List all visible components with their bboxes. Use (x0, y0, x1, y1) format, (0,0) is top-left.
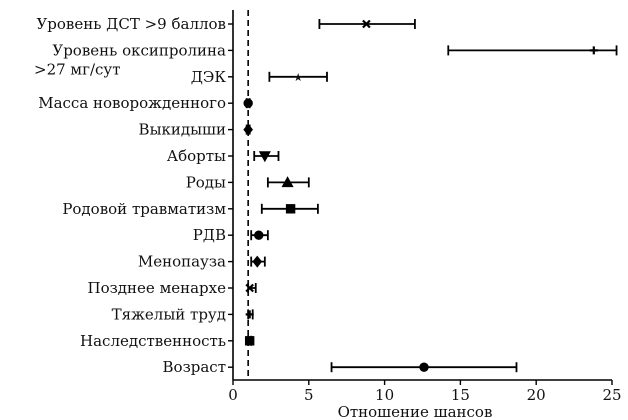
x-tick-label: 5 (304, 386, 314, 404)
row-label: Возраст (163, 358, 226, 376)
point-marker (285, 204, 296, 214)
forest-row: Уровень оксипролина>27 мг/сут (34, 41, 618, 78)
point-marker (419, 362, 429, 372)
row-label: Менопауза (138, 253, 226, 271)
row-label: Уровень оксипролина (52, 41, 226, 59)
forest-row: ДЭК ★ (191, 68, 328, 86)
plot-axes (232, 10, 612, 381)
forest-row: Менопауза (138, 253, 266, 271)
x-tick-label: 20 (527, 386, 546, 404)
point-marker: ★ (293, 71, 303, 84)
forest-row: Масса новорожденного (38, 94, 253, 112)
point-marker (258, 151, 271, 163)
row-label: Аборты (167, 147, 226, 165)
point-marker (254, 230, 264, 240)
forest-row: Возраст (163, 358, 518, 376)
forest-row: Роды (186, 173, 310, 191)
point-marker (244, 336, 255, 346)
x-tick-label: 25 (602, 386, 621, 404)
forest-row: Наследственность (80, 332, 255, 350)
x-tick-label: 15 (451, 386, 470, 404)
row-label: Уровень ДСТ >9 баллов (36, 15, 226, 33)
point-marker (589, 46, 598, 55)
point-marker (362, 19, 371, 29)
forest-row: Позднее менархе (88, 279, 257, 297)
point-marker (245, 310, 254, 319)
row-label: Масса новорожденного (38, 94, 226, 112)
forest-row: Тяжелый труд (112, 305, 254, 323)
forest-row: Выкидыши (139, 121, 254, 139)
point-marker (252, 255, 263, 268)
forest-row: Аборты (167, 147, 280, 165)
row-label: Родовой травматизм (62, 200, 226, 218)
row-label: Тяжелый труд (112, 305, 226, 323)
point-marker (281, 176, 294, 188)
point-marker (243, 123, 254, 136)
forest-rows: Уровень ДСТ >9 баллов Уровень оксипролина… (34, 15, 618, 376)
x-axis-ticks: 0 5 10 15 20 25 (228, 380, 622, 404)
row-label: РДВ (193, 226, 226, 244)
row-label: ДЭК (191, 68, 227, 86)
row-label: Выкидыши (139, 121, 226, 139)
forest-row: РДВ (193, 226, 269, 244)
row-label-line2: >27 мг/сут (34, 60, 121, 78)
point-marker (245, 283, 254, 293)
row-label: Позднее менархе (88, 279, 227, 297)
row-label: Наследственность (80, 332, 226, 350)
forest-row: Родовой травматизм (62, 200, 319, 218)
x-tick-label: 10 (375, 386, 394, 404)
x-axis-label: Отношение шансов (338, 403, 493, 420)
point-marker (243, 98, 253, 108)
x-tick-label: 0 (228, 386, 238, 404)
forest-row: Уровень ДСТ >9 баллов (36, 15, 416, 33)
row-label: Роды (186, 173, 226, 191)
